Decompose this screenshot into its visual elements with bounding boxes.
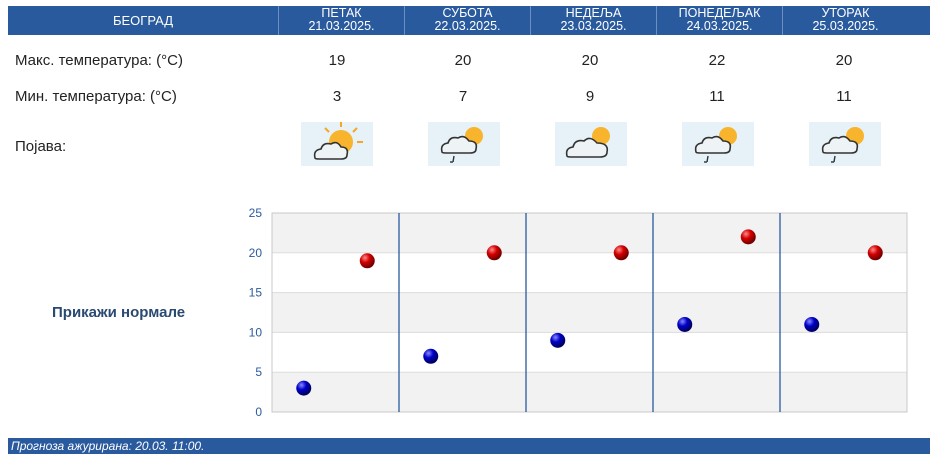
day-name: НЕДЕЉА — [565, 6, 622, 20]
day-header-1: СУБОТА 22.03.2025. — [404, 6, 530, 35]
min-temp-value: 3 — [332, 88, 342, 105]
y-tick-label: 25 — [249, 206, 263, 220]
cloud-sun-drizzle-icon — [809, 122, 881, 166]
show-normals-link[interactable]: Прикажи нормале — [52, 304, 186, 321]
plot-border — [271, 212, 908, 413]
min-temp-value: 9 — [585, 88, 595, 105]
day-header-2: НЕДЕЉА 23.03.2025. — [530, 6, 656, 35]
max-temp-point — [867, 245, 883, 261]
max-temp-point — [613, 245, 629, 261]
day-date: 21.03.2025. — [308, 19, 375, 33]
day-name: ПЕТАК — [321, 6, 362, 20]
max-temp-point — [740, 229, 756, 245]
y-tick-label: 10 — [249, 325, 263, 339]
min-temp-label: Мин. температура: (°C) — [15, 88, 177, 105]
max-temp-value: 22 — [708, 52, 726, 69]
weather-label: Појава: — [15, 138, 67, 155]
min-temp-point — [550, 332, 566, 348]
forecast-updated-note: Прогноза ажурирана: 20.03. 11:00. — [8, 438, 930, 454]
sun-cloud-icon — [301, 122, 373, 166]
min-temp-point — [296, 380, 312, 396]
forecast-header: БЕОГРАД ПЕТАК 21.03.2025. СУБОТА 22.03.202… — [8, 6, 930, 35]
grid-band — [272, 292, 907, 333]
max-temp-point — [486, 245, 502, 261]
day-date: 25.03.2025. — [812, 19, 879, 33]
day-date: 24.03.2025. — [686, 19, 753, 33]
max-temp-point — [359, 253, 375, 269]
max-temp-value: 20 — [835, 52, 853, 69]
min-temp-point — [423, 348, 439, 364]
day-name: ПОНЕДЕЉАК — [678, 6, 761, 20]
max-temp-value: 19 — [328, 52, 346, 69]
min-temp-point — [677, 316, 693, 332]
cloud-sun-drizzle-icon — [682, 122, 754, 166]
day-name: СУБОТА — [442, 6, 493, 20]
grid-band — [272, 213, 907, 253]
day-date: 22.03.2025. — [434, 19, 501, 33]
cloud-sun-icon — [555, 122, 627, 166]
y-tick-label: 5 — [255, 365, 262, 379]
cloud-sun-drizzle-icon — [428, 122, 500, 166]
y-tick-label: 20 — [249, 246, 263, 260]
day-header-3: ПОНЕДЕЉАК 24.03.2025. — [656, 6, 782, 35]
min-temp-value: 11 — [709, 88, 725, 105]
y-tick-label: 15 — [249, 286, 263, 300]
min-temp-point — [804, 316, 820, 332]
city-name: БЕОГРАД — [112, 13, 174, 28]
temperature-chart: 0 5 10 15 20 25 — [249, 206, 908, 419]
min-temp-value: 7 — [458, 88, 468, 105]
max-temp-value: 20 — [454, 52, 472, 69]
y-tick-label: 0 — [255, 405, 262, 419]
min-temp-value: 11 — [836, 88, 852, 105]
grid-band — [272, 372, 907, 412]
day-name: УТОРАК — [821, 6, 870, 20]
day-date: 23.03.2025. — [560, 19, 627, 33]
max-temp-value: 20 — [581, 52, 599, 69]
day-header-4: УТОРАК 25.03.2025. — [782, 6, 908, 35]
day-header-0: ПЕТАК 21.03.2025. — [278, 6, 404, 35]
max-temp-label: Макс. температура: (°C) — [15, 52, 183, 69]
